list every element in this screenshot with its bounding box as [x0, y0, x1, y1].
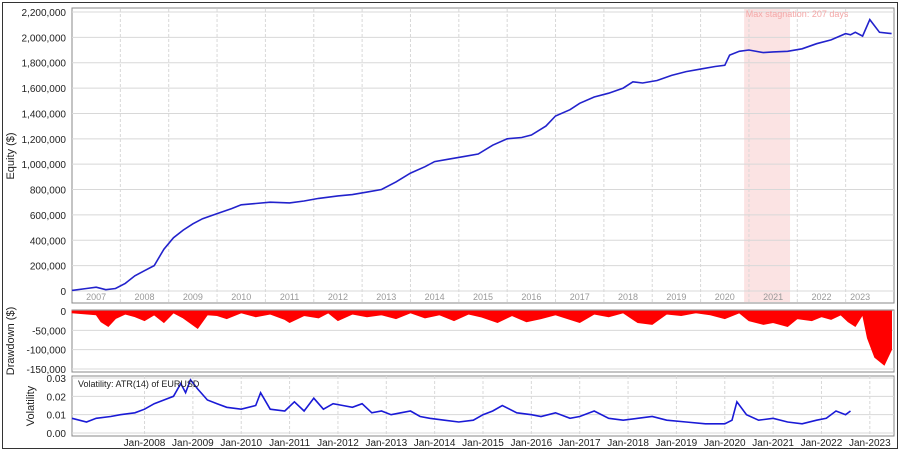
volatility-axis-label: Volatility	[25, 385, 37, 426]
volatility-x-tick-label: Jan-2009	[172, 438, 214, 449]
volatility-series-line	[71, 378, 851, 425]
volatility-y-tick-label: 0.02	[47, 392, 67, 403]
volatility-y-tick-label: 0.01	[47, 411, 67, 422]
equity-year-label: 2007	[86, 292, 106, 302]
volatility-x-tick-label: Jan-2013	[365, 438, 407, 449]
equity-year-label: 2008	[135, 292, 155, 302]
equity-axis-label: Equity ($)	[5, 132, 17, 179]
drawdown-chart: 0 -50,000 -100,000 -150,000	[27, 307, 894, 376]
equity-chart: 0 200,000 400,000 600,000 800,000 1,000,000 1,…	[22, 8, 894, 302]
equity-y-tick-label: 1,600,000	[22, 84, 67, 95]
equity-year-label: 2021	[763, 292, 783, 302]
volatility-x-tick-label: Jan-2017	[559, 438, 601, 449]
equity-y-tick-label: 600,000	[30, 211, 67, 222]
volatility-x-tick-label: Jan-2016	[511, 438, 553, 449]
drawdown-series-area	[71, 310, 892, 366]
equity-y-tick-label: 1,800,000	[22, 59, 67, 70]
equity-y-tick-label: 2,200,000	[22, 8, 67, 19]
stagnation-label: Max stagnation: 207 days	[746, 9, 849, 19]
equity-year-label: 2012	[328, 292, 348, 302]
equity-year-label: 2015	[473, 292, 493, 302]
volatility-y-tick-label: 0.03	[47, 374, 67, 385]
equity-y-tick-label: 1,000,000	[22, 160, 67, 171]
equity-year-label: 2013	[376, 292, 396, 302]
volatility-x-tick-label: Jan-2022	[801, 438, 843, 449]
equity-year-label: 2016	[521, 292, 541, 302]
volatility-x-tick-label: Jan-2018	[607, 438, 649, 449]
equity-y-tick-label: 200,000	[30, 262, 67, 273]
drawdown-y-tick-label: -150,000	[27, 365, 67, 376]
volatility-y-tick-label: 0.00	[47, 429, 67, 440]
volatility-x-tick-label: Jan-2008	[124, 438, 166, 449]
drawdown-y-tick-label: 0	[60, 307, 66, 318]
stagnation-band	[744, 9, 791, 302]
volatility-x-tick-label: Jan-2021	[752, 438, 794, 449]
drawdown-axis-label: Drawdown ($)	[5, 307, 17, 375]
equity-y-tick-label: 2,000,000	[22, 33, 67, 44]
equity-year-label: 2018	[618, 292, 638, 302]
volatility-x-tick-label: Jan-2014	[414, 438, 456, 449]
volatility-x-tick-label: Jan-2015	[462, 438, 504, 449]
volatility-chart: 0.00 0.01 0.02 0.03 Jan-2008 Jan-2009 Jan-2010…	[47, 374, 894, 449]
equity-year-label: 2022	[811, 292, 831, 302]
volatility-x-tick-label: Jan-2019	[656, 438, 698, 449]
equity-y-tick-label: 1,200,000	[22, 135, 67, 146]
equity-year-label: 2011	[280, 292, 299, 302]
equity-year-label: 2020	[715, 292, 735, 302]
equity-year-label: 2010	[231, 292, 251, 302]
volatility-x-tick-label: Jan-2020	[704, 438, 746, 449]
drawdown-y-tick-label: -100,000	[27, 346, 67, 357]
equity-series-line	[71, 18, 892, 292]
drawdown-y-tick-label: -50,000	[32, 326, 66, 337]
volatility-x-tick-label: Jan-2023	[849, 438, 891, 449]
equity-year-label: 2023	[850, 292, 870, 302]
equity-year-label: 2019	[666, 292, 686, 302]
equity-year-label: 2009	[183, 292, 203, 302]
equity-year-label: 2017	[570, 292, 590, 302]
equity-year-label: 2014	[425, 292, 445, 302]
volatility-x-tick-label: Jan-2010	[220, 438, 262, 449]
volatility-title: Volatility: ATR(14) of EURUSD	[78, 379, 200, 389]
equity-y-tick-label: 1,400,000	[22, 109, 67, 120]
equity-y-tick-label: 400,000	[30, 236, 67, 247]
equity-y-tick-label: 800,000	[30, 186, 67, 197]
volatility-x-tick-label: Jan-2012	[317, 438, 359, 449]
equity-y-tick-label: 0	[60, 287, 66, 298]
volatility-x-tick-label: Jan-2011	[269, 438, 310, 449]
